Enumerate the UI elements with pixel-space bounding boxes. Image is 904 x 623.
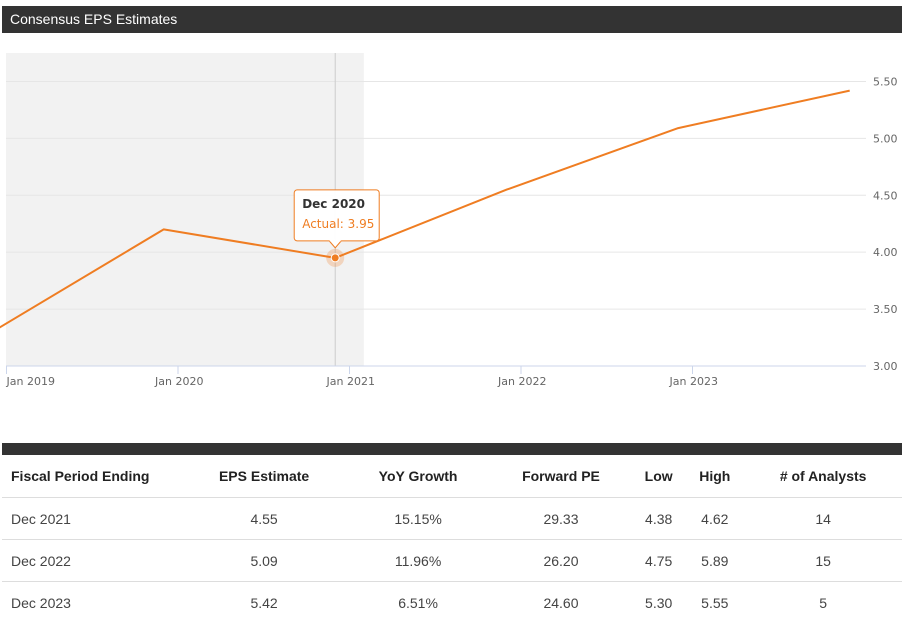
tooltip-title: Dec 2020 — [302, 197, 365, 211]
cell-high: 5.89 — [685, 540, 744, 582]
cell-eps: 5.09 — [182, 540, 346, 582]
y-tick-label: 5.50 — [873, 75, 898, 88]
col-header-high: High — [685, 455, 744, 498]
tooltip-value: Actual: 3.95 — [302, 217, 374, 231]
x-tick-label: Jan 2020 — [154, 375, 203, 388]
cell-yoy: 11.96% — [346, 540, 490, 582]
cell-period: Dec 2021 — [2, 498, 182, 540]
cell-analysts: 14 — [744, 498, 902, 540]
cell-low: 4.38 — [632, 498, 685, 540]
estimates-table: Fiscal Period Ending EPS Estimate YoY Gr… — [2, 455, 902, 623]
cell-eps: 4.55 — [182, 498, 346, 540]
table-row: Dec 2021 4.55 15.15% 29.33 4.38 4.62 14 — [2, 498, 902, 540]
tooltip-pointer-mask — [330, 239, 341, 241]
col-header-forward-pe: Forward PE — [490, 455, 632, 498]
data-point — [331, 254, 339, 262]
x-tick-label: Jan 2021 — [326, 375, 375, 388]
table-header-row: Fiscal Period Ending EPS Estimate YoY Gr… — [2, 455, 902, 498]
y-tick-label: 4.00 — [873, 246, 898, 259]
cell-pe: 29.33 — [490, 498, 632, 540]
table-row: Dec 2022 5.09 11.96% 26.20 4.75 5.89 15 — [2, 540, 902, 582]
col-header-yoy-growth: YoY Growth — [346, 455, 490, 498]
cell-low: 4.75 — [632, 540, 685, 582]
cell-high: 4.62 — [685, 498, 744, 540]
y-tick-label: 3.00 — [873, 360, 898, 373]
cell-period: Dec 2022 — [2, 540, 182, 582]
y-tick-label: 3.50 — [873, 303, 898, 316]
y-tick-label: 4.50 — [873, 189, 898, 202]
x-tick-label: Jan 2023 — [669, 375, 718, 388]
x-tick-label: Jan 2022 — [497, 375, 546, 388]
chart-title: Consensus EPS Estimates — [2, 6, 902, 33]
y-tick-label: 5.00 — [873, 132, 898, 145]
table-header-bar — [2, 443, 902, 455]
col-header-analysts: # of Analysts — [744, 455, 902, 498]
eps-line-chart: Jan 2019 Jan 2020 Jan 2021 Jan 2022 Jan 2023… — [0, 33, 904, 413]
col-header-fiscal-period: Fiscal Period Ending — [2, 455, 182, 498]
x-tick-label: Jan 2019 — [6, 375, 55, 388]
cell-analysts: 15 — [744, 540, 902, 582]
cell-pe: 26.20 — [490, 540, 632, 582]
col-header-eps-estimate: EPS Estimate — [182, 455, 346, 498]
cell-yoy: 15.15% — [346, 498, 490, 540]
col-header-low: Low — [632, 455, 685, 498]
